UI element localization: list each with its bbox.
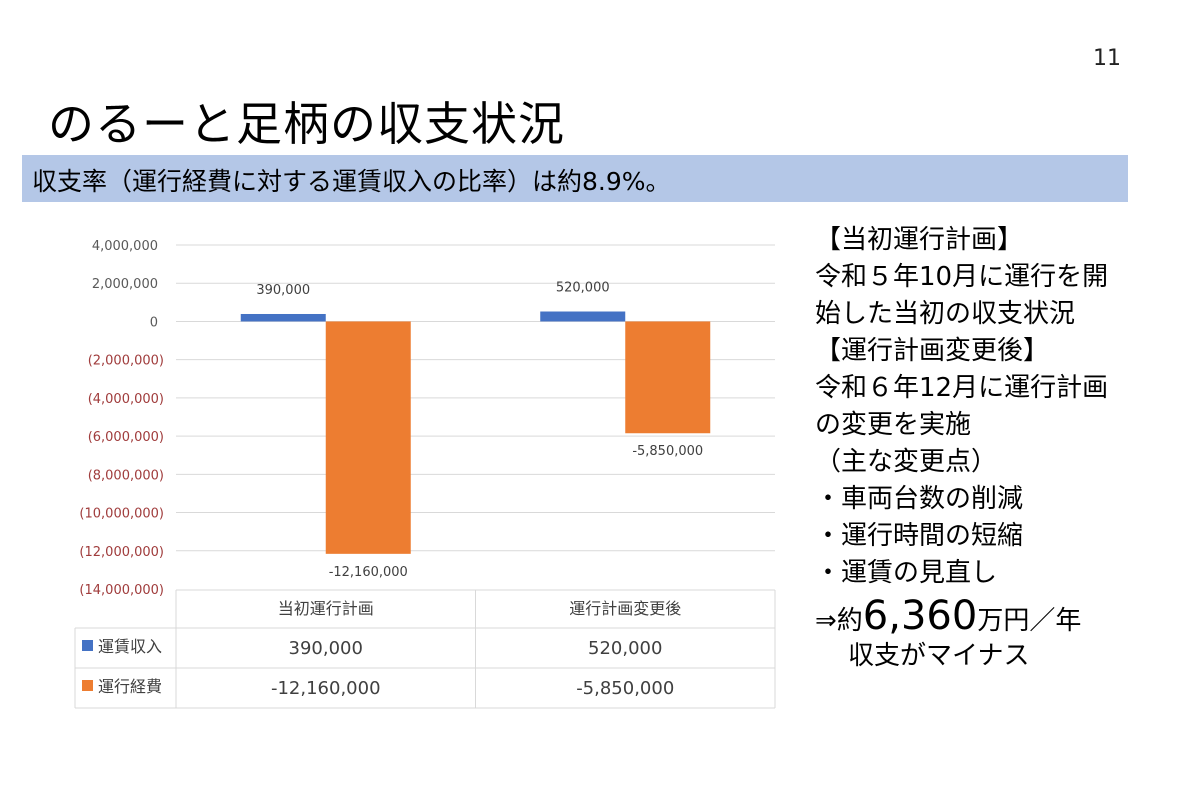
note-line: 令和６年12月に運行計画 [815, 373, 1109, 403]
note-line: 【当初運行計画】 [815, 225, 1024, 255]
y-tick-label: 2,000,000 [92, 277, 158, 292]
legend-label: 運行経費 [98, 677, 162, 696]
y-tick-label: (4,000,000) [88, 392, 164, 407]
bar-revenue [540, 311, 626, 322]
legend-key [82, 640, 93, 651]
conclusion-number: 6,360 [862, 593, 978, 639]
conclusion-suffix: 万円／年 [977, 606, 1082, 636]
y-tick-label: (14,000,000) [79, 583, 164, 598]
summary-banner: 収支率（運行経費に対する運賃収入の比率）は約8.9%。 [22, 155, 1128, 202]
page-number: 11 [1093, 46, 1121, 71]
y-tick-label: 0 [150, 315, 158, 330]
note-line: の変更を実施 [815, 410, 972, 440]
data-label: 520,000 [556, 281, 610, 296]
legend-key [82, 680, 93, 691]
y-tick-label: (6,000,000) [88, 430, 164, 445]
page-title: のるーと足柄の収支状況 [48, 97, 565, 151]
balance-chart: 4,000,000 2,000,000 0 (2,000,000) (4,000,000… [74, 239, 776, 709]
y-tick-label: (8,000,000) [88, 468, 164, 483]
conclusion-line: ⇒約6,360万円／年 [815, 592, 1108, 639]
conclusion-line-2: 収支がマイナス [848, 641, 1030, 671]
note-line: 令和５年10月に運行を開 [815, 262, 1109, 292]
bar-revenue [240, 313, 326, 322]
y-tick-label: (12,000,000) [79, 545, 164, 560]
table-cell: 520,000 [588, 638, 662, 659]
table-cell: -5,850,000 [576, 678, 674, 699]
y-tick-label: (10,000,000) [79, 507, 164, 522]
note-line: 【運行計画変更後】 [815, 336, 1050, 366]
summary-text: 収支率（運行経費に対する運賃収入の比率）は約8.9%。 [32, 167, 671, 196]
note-line: （主な変更点） [815, 447, 998, 477]
note-line: ・車両台数の削減 [815, 484, 1024, 514]
side-notes: 【当初運行計画】 令和５年10月に運行を開 始した当初の収支状況 【運行計画変更… [815, 222, 1108, 675]
data-label: 390,000 [256, 283, 310, 298]
conclusion-prefix: ⇒約 [815, 606, 863, 636]
note-line: ・運行時間の短縮 [815, 521, 1024, 551]
y-tick-label: 4,000,000 [92, 239, 158, 254]
data-label: -12,160,000 [329, 565, 408, 580]
bar-cost [625, 321, 711, 434]
table-cell: 390,000 [289, 638, 363, 659]
category-label: 運行計画変更後 [569, 599, 681, 618]
note-line: ・運賃の見直し [815, 558, 998, 588]
category-label: 当初運行計画 [278, 599, 374, 618]
table-cell: -12,160,000 [271, 678, 381, 699]
data-label: -5,850,000 [632, 444, 703, 459]
bar-cost [325, 321, 411, 554]
note-line: 始した当初の収支状況 [815, 299, 1076, 329]
legend-label: 運賃収入 [98, 637, 162, 656]
y-tick-label: (2,000,000) [88, 354, 164, 369]
